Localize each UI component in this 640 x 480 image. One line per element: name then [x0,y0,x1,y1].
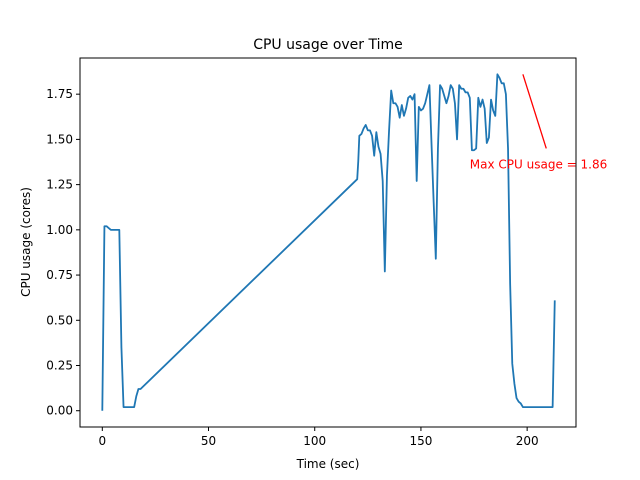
y-tick-label: 1.50 [46,132,73,146]
x-tick-label: 150 [409,434,432,448]
y-tick-label: 1.75 [46,87,73,101]
y-tick-label: 0.25 [46,359,73,373]
y-tick-label: 0.50 [46,313,73,327]
x-tick-label: 100 [303,434,326,448]
x-tick-label: 0 [98,434,106,448]
chart-title: CPU usage over Time [253,37,403,53]
plot-area [79,57,577,428]
y-axis-label: CPU usage (cores) [19,187,33,297]
plot-frame [79,57,577,428]
x-axis-ticks: 0 50 100 150 200 [98,427,539,448]
max-usage-label: Max CPU usage = 1.86 [470,158,607,172]
x-axis-label: Time (sec) [296,457,360,471]
y-tick-label: 1.25 [46,178,73,192]
max-usage-arrow [522,74,547,149]
x-tick-label: 50 [201,434,216,448]
y-tick-label: 1.00 [46,223,73,237]
y-axis-ticks: 0.00 0.25 0.50 0.75 1.00 1.25 1.50 1.75 [46,87,80,418]
cpu-usage-line [101,73,556,411]
y-tick-label: 0.00 [46,404,73,418]
y-tick-label: 0.75 [46,268,73,282]
x-tick-label: 200 [516,434,539,448]
max-usage-annotation: Max CPU usage = 1.86 [470,74,607,172]
